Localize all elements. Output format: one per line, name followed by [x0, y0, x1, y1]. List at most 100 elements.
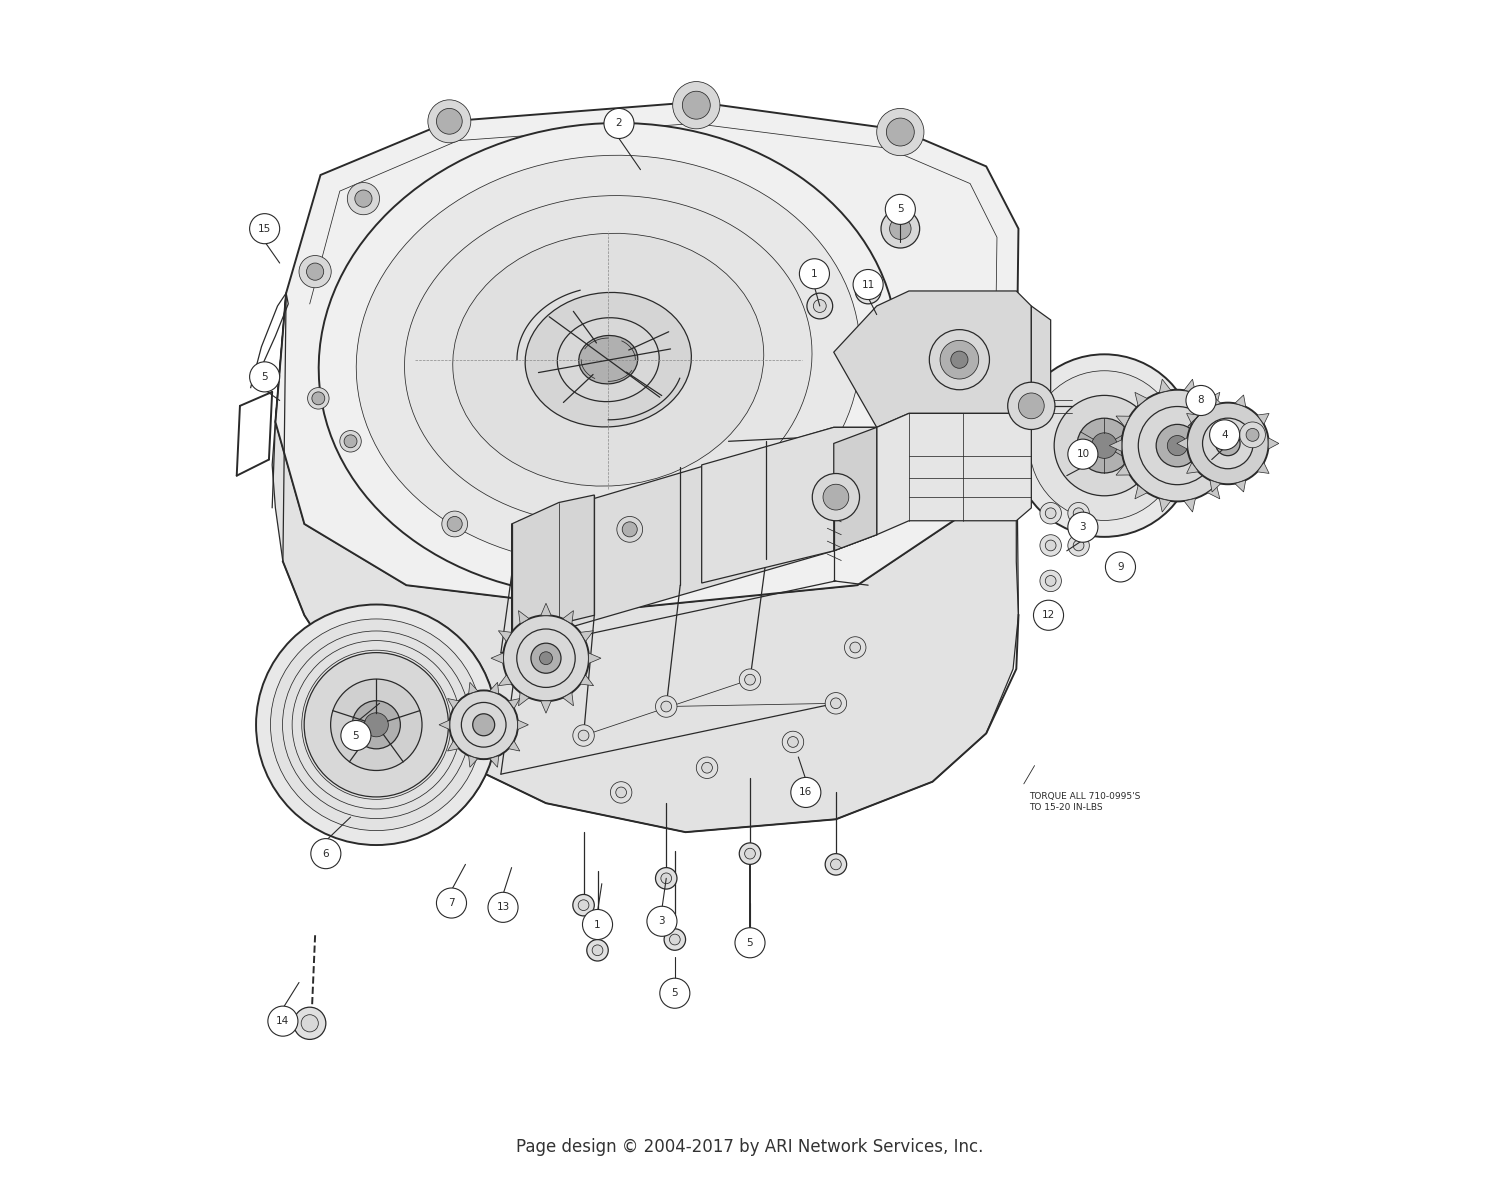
Circle shape [1122, 389, 1233, 502]
Ellipse shape [453, 234, 764, 486]
Circle shape [503, 615, 590, 701]
Polygon shape [512, 494, 594, 645]
Ellipse shape [525, 293, 692, 427]
Circle shape [1013, 354, 1196, 537]
Polygon shape [518, 720, 528, 729]
Circle shape [249, 214, 279, 244]
Circle shape [1077, 418, 1131, 473]
Text: 2: 2 [615, 118, 622, 129]
Circle shape [646, 906, 676, 936]
Ellipse shape [318, 123, 898, 596]
Text: 8: 8 [1197, 395, 1204, 406]
Circle shape [302, 1015, 318, 1031]
Polygon shape [447, 699, 459, 709]
Circle shape [656, 696, 676, 717]
Ellipse shape [356, 156, 861, 564]
Circle shape [672, 81, 720, 129]
Circle shape [1106, 552, 1136, 582]
Polygon shape [276, 101, 1019, 610]
Circle shape [340, 431, 362, 452]
Polygon shape [1257, 413, 1269, 425]
Text: 1: 1 [812, 269, 818, 278]
Text: 12: 12 [1042, 610, 1054, 621]
Circle shape [662, 701, 672, 712]
Circle shape [604, 109, 634, 138]
Polygon shape [490, 653, 504, 663]
Circle shape [518, 629, 574, 688]
Polygon shape [540, 701, 550, 713]
Circle shape [744, 674, 756, 686]
Polygon shape [1160, 498, 1170, 512]
Text: 5: 5 [897, 204, 903, 215]
Circle shape [344, 435, 357, 447]
Text: 5: 5 [672, 988, 678, 998]
Polygon shape [1208, 392, 1219, 406]
Polygon shape [1184, 498, 1196, 512]
Circle shape [732, 538, 747, 553]
Circle shape [531, 643, 561, 674]
Circle shape [940, 340, 978, 379]
Polygon shape [468, 682, 477, 694]
Circle shape [298, 256, 332, 288]
Polygon shape [1257, 463, 1269, 473]
Circle shape [656, 867, 676, 889]
Circle shape [1246, 428, 1258, 441]
Circle shape [825, 693, 846, 714]
Circle shape [740, 669, 760, 690]
Text: 10: 10 [1077, 450, 1089, 459]
Circle shape [664, 929, 686, 950]
Polygon shape [1226, 417, 1239, 427]
Text: 11: 11 [861, 280, 874, 289]
Polygon shape [1210, 480, 1221, 492]
Circle shape [669, 935, 680, 945]
Circle shape [886, 118, 915, 146]
Circle shape [462, 702, 506, 747]
Polygon shape [562, 610, 573, 624]
Circle shape [1068, 503, 1089, 524]
Text: 13: 13 [496, 903, 510, 912]
Circle shape [1186, 402, 1269, 484]
Polygon shape [1184, 379, 1196, 393]
Circle shape [740, 843, 760, 865]
Text: TORQUE ALL 710-0995'S
TO 15-20 IN-LBS: TORQUE ALL 710-0995'S TO 15-20 IN-LBS [1029, 793, 1140, 812]
Circle shape [472, 714, 495, 736]
Circle shape [352, 701, 401, 749]
Circle shape [312, 392, 326, 405]
Circle shape [1215, 431, 1240, 455]
Circle shape [1072, 507, 1084, 519]
Circle shape [807, 293, 832, 319]
Circle shape [442, 511, 468, 537]
Polygon shape [519, 693, 530, 706]
Circle shape [578, 730, 590, 741]
Ellipse shape [579, 335, 638, 384]
Polygon shape [1226, 465, 1239, 476]
Circle shape [744, 848, 756, 859]
Circle shape [1054, 395, 1155, 496]
Circle shape [436, 889, 466, 918]
Polygon shape [509, 699, 520, 709]
Circle shape [742, 936, 758, 950]
Text: Page design © 2004-2017 by ARI Network Services, Inc.: Page design © 2004-2017 by ARI Network S… [516, 1138, 984, 1156]
Circle shape [735, 927, 765, 958]
Circle shape [951, 352, 968, 368]
Circle shape [930, 329, 990, 389]
Text: 6: 6 [322, 848, 328, 859]
Polygon shape [440, 720, 450, 729]
Text: 16: 16 [800, 787, 813, 798]
Circle shape [831, 859, 842, 870]
Circle shape [890, 218, 910, 240]
Circle shape [788, 736, 798, 747]
Polygon shape [468, 755, 477, 767]
Circle shape [249, 362, 279, 392]
Polygon shape [1234, 395, 1245, 407]
Text: 3: 3 [658, 917, 666, 926]
Circle shape [1046, 540, 1056, 551]
Circle shape [340, 721, 370, 750]
Circle shape [855, 278, 880, 304]
Polygon shape [1178, 438, 1188, 450]
Circle shape [306, 263, 324, 280]
Circle shape [1068, 512, 1098, 543]
Circle shape [861, 284, 874, 297]
Polygon shape [1032, 306, 1050, 413]
Circle shape [622, 522, 638, 537]
